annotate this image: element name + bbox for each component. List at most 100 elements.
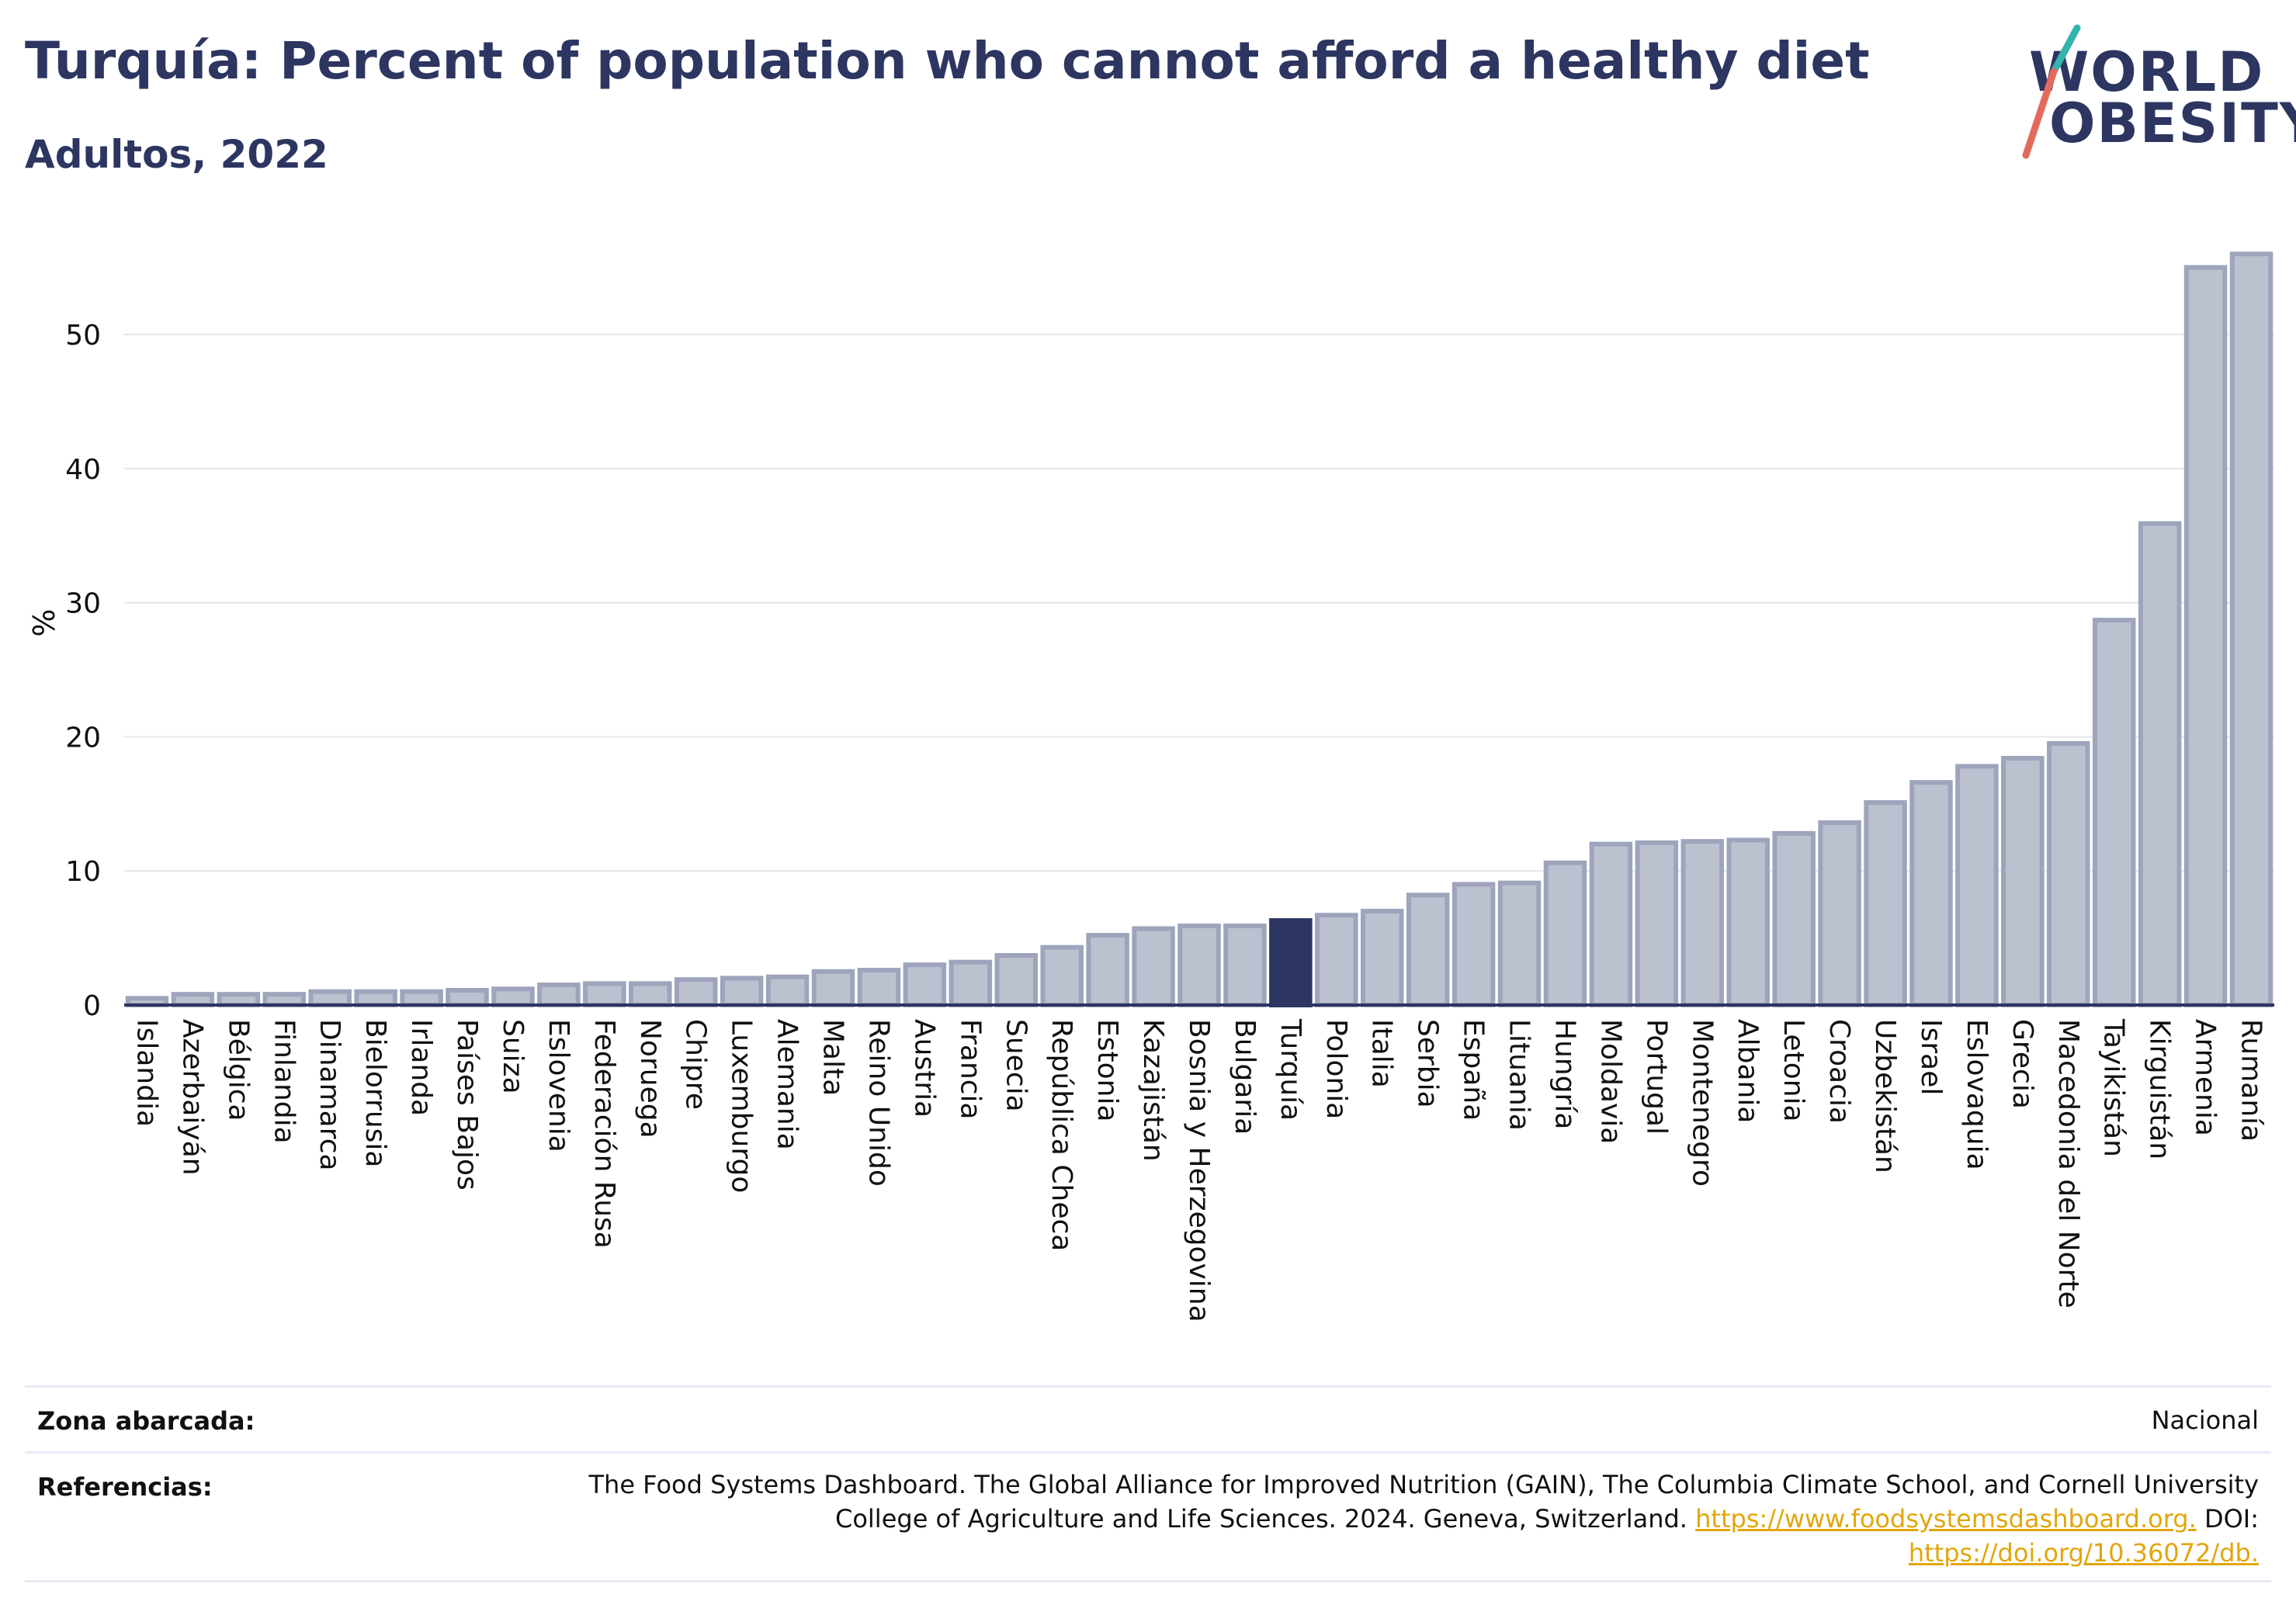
x-tick-label: Francia [954, 1019, 986, 1120]
bar[interactable] [217, 992, 261, 1007]
bar[interactable] [2229, 251, 2273, 1007]
x-tick-label: Polonia [1320, 1019, 1352, 1119]
x-tick-label: Portugal [1640, 1019, 1672, 1135]
bar[interactable] [994, 953, 1039, 1007]
bar[interactable] [1818, 820, 1861, 1008]
bar[interactable] [1451, 882, 1496, 1008]
x-tick-label: Eslovaquia [1961, 1019, 1993, 1170]
bar[interactable] [2092, 618, 2136, 1008]
x-tick-label: Irlanda [405, 1019, 437, 1116]
x-tick-label: Albania [1732, 1019, 1764, 1123]
x-tick-label: Suiza [497, 1019, 529, 1094]
x-tick-label: Grecia [2006, 1019, 2038, 1109]
bar[interactable] [1726, 837, 1770, 1008]
logo-line-2: OBESITY [2049, 92, 2296, 155]
bar[interactable] [1497, 880, 1542, 1007]
bar[interactable] [583, 981, 626, 1008]
bar[interactable] [1086, 933, 1129, 1008]
footer-divider-top [25, 1385, 2271, 1388]
bar[interactable] [262, 992, 307, 1007]
x-tick-label: Federación Rusa [588, 1019, 620, 1249]
world-obesity-logo[interactable]: WORLD OBESITY [2018, 22, 2296, 169]
x-tick-label: Tayikistán [2098, 1018, 2130, 1157]
bar[interactable] [400, 989, 443, 1007]
y-tick-label: 40 [65, 454, 101, 486]
bar[interactable] [629, 981, 672, 1008]
y-axis-ticks: 0 10 20 30 40 50 [65, 320, 101, 1022]
bar[interactable] [1360, 909, 1404, 1008]
y-tick-label: 50 [65, 320, 101, 352]
bar[interactable] [491, 986, 535, 1008]
x-tick-label: España [1458, 1019, 1490, 1121]
bar[interactable] [1680, 839, 1725, 1007]
bar[interactable] [537, 983, 581, 1007]
bar[interactable] [1955, 764, 1999, 1007]
logo-line-1: WORLD [2029, 40, 2265, 104]
bar[interactable] [1543, 860, 1587, 1008]
bar[interactable] [1406, 892, 1450, 1007]
bar[interactable] [674, 977, 718, 1008]
bars [125, 251, 2273, 1008]
references-line-2: College of Agriculture and Life Sciences… [834, 1504, 1687, 1534]
bar[interactable] [2047, 741, 2090, 1007]
x-tick-label: Letonia [1777, 1019, 1809, 1122]
x-tick-label: Serbia [1412, 1019, 1444, 1108]
references-link-doi[interactable]: https://doi.org/10.36072/db. [1908, 1538, 2259, 1568]
bar[interactable] [811, 969, 855, 1007]
bar[interactable] [308, 989, 352, 1007]
bar[interactable] [1772, 830, 1816, 1007]
x-tick-label: Dinamarca [314, 1019, 345, 1171]
x-tick-label: Luxemburgo [726, 1019, 758, 1193]
x-tick-label: Turquía [1275, 1018, 1306, 1121]
zone-label: Zona abarcada: [37, 1406, 255, 1436]
x-tick-label: Países Bajos [451, 1019, 483, 1191]
y-axis-label: % [27, 608, 61, 636]
references-line-1: The Food Systems Dashboard. The Global A… [588, 1470, 2259, 1499]
references-link-dashboard[interactable]: https://www.foodsystemsdashboard.org. [1695, 1504, 2197, 1534]
bar[interactable] [720, 976, 764, 1008]
bar[interactable] [354, 989, 397, 1007]
bar[interactable] [1909, 780, 1953, 1008]
bar[interactable] [903, 962, 947, 1008]
bar[interactable] [1223, 924, 1267, 1008]
bar[interactable] [1635, 840, 1679, 1007]
grid-lines [124, 333, 2274, 872]
bar[interactable] [2138, 521, 2182, 1007]
bar-chart: 0 10 20 30 40 50 % Islandia Azerbaiyán Bélgica F… [27, 251, 2274, 1322]
x-tick-label: Kazajistán [1137, 1019, 1169, 1162]
bar[interactable] [1589, 841, 1633, 1008]
bar[interactable] [171, 992, 215, 1007]
bar[interactable] [949, 959, 993, 1008]
bar[interactable] [1177, 924, 1221, 1008]
footer-references-row: Referencias: The Food Systems Dashboard.… [25, 1454, 2271, 1578]
bar[interactable] [1864, 800, 1907, 1007]
chart-subtitle: Adultos, 2022 [25, 132, 328, 177]
bar[interactable] [765, 974, 810, 1007]
y-tick-label: 10 [65, 856, 101, 888]
x-tick-label: Hungría [1549, 1019, 1580, 1129]
x-tick-label: Reino Unido [862, 1019, 894, 1187]
y-tick-label: 0 [83, 990, 101, 1022]
x-tick-label: Rumanía [2235, 1019, 2267, 1142]
bar[interactable] [1132, 926, 1175, 1007]
x-tick-label: Kirguistán [2144, 1019, 2176, 1159]
bar[interactable] [2183, 265, 2228, 1007]
x-tick-label: Austria [908, 1019, 940, 1118]
bar-highlighted[interactable] [1269, 918, 1313, 1008]
bar[interactable] [2001, 756, 2045, 1007]
x-tick-label: Croacia [1823, 1019, 1855, 1124]
bar[interactable] [1315, 913, 1358, 1007]
footer-zone-row: Zona abarcada: Nacional [25, 1388, 2271, 1453]
footer-divider-middle [25, 1451, 2271, 1454]
x-tick-label: Lituania [1503, 1019, 1535, 1131]
x-tick-label: Malta [817, 1019, 849, 1096]
chart-title: Turquía: Percent of population who canno… [25, 31, 1870, 91]
x-tick-label: Finlandia [268, 1019, 300, 1144]
x-axis-tick-labels: Islandia Azerbaiyán Bélgica Finlandia Dinama… [130, 1018, 2267, 1322]
bar[interactable] [857, 968, 901, 1008]
x-tick-label: Bielorrusia [359, 1019, 391, 1167]
bar[interactable] [446, 987, 489, 1007]
bar[interactable] [1040, 944, 1084, 1008]
logo-slash-top [2050, 24, 2081, 75]
x-tick-label: Bélgica [222, 1019, 254, 1121]
